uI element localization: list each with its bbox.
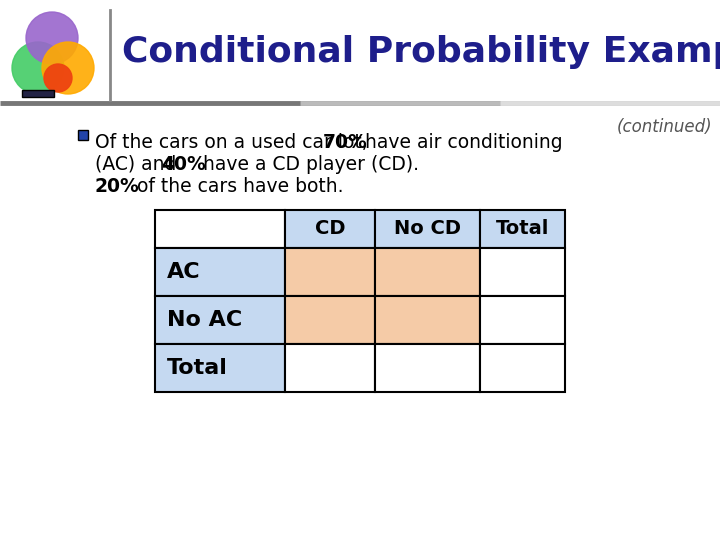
Text: AC: AC — [167, 262, 201, 282]
FancyBboxPatch shape — [375, 210, 480, 248]
Text: 40%: 40% — [161, 155, 206, 174]
FancyBboxPatch shape — [155, 248, 285, 296]
Text: have air conditioning: have air conditioning — [353, 133, 562, 152]
FancyBboxPatch shape — [155, 210, 285, 248]
Text: (continued): (continued) — [616, 118, 712, 136]
FancyBboxPatch shape — [480, 248, 565, 296]
FancyBboxPatch shape — [480, 210, 565, 248]
FancyBboxPatch shape — [285, 248, 375, 296]
FancyBboxPatch shape — [155, 296, 285, 344]
FancyBboxPatch shape — [285, 296, 375, 344]
FancyBboxPatch shape — [480, 344, 565, 392]
Text: of the cars have both.: of the cars have both. — [131, 177, 343, 196]
FancyBboxPatch shape — [375, 344, 480, 392]
FancyBboxPatch shape — [375, 248, 480, 296]
Text: No AC: No AC — [167, 310, 242, 330]
Text: Conditional Probability Example: Conditional Probability Example — [122, 35, 720, 69]
FancyBboxPatch shape — [22, 90, 54, 97]
Text: Total: Total — [167, 358, 228, 378]
Circle shape — [44, 64, 72, 92]
Circle shape — [26, 12, 78, 64]
Circle shape — [12, 42, 64, 94]
Text: Total: Total — [496, 219, 549, 239]
Text: Of the cars on a used car lot,: Of the cars on a used car lot, — [95, 133, 374, 152]
Text: (AC) and: (AC) and — [95, 155, 182, 174]
FancyBboxPatch shape — [78, 130, 88, 140]
FancyBboxPatch shape — [285, 344, 375, 392]
FancyBboxPatch shape — [375, 296, 480, 344]
Text: CD: CD — [315, 219, 346, 239]
Circle shape — [42, 42, 94, 94]
Text: have a CD player (CD).: have a CD player (CD). — [191, 155, 419, 174]
FancyBboxPatch shape — [285, 210, 375, 248]
FancyBboxPatch shape — [155, 344, 285, 392]
Text: No CD: No CD — [394, 219, 461, 239]
FancyBboxPatch shape — [480, 296, 565, 344]
Text: 70%: 70% — [323, 133, 368, 152]
Text: 20%: 20% — [95, 177, 140, 196]
